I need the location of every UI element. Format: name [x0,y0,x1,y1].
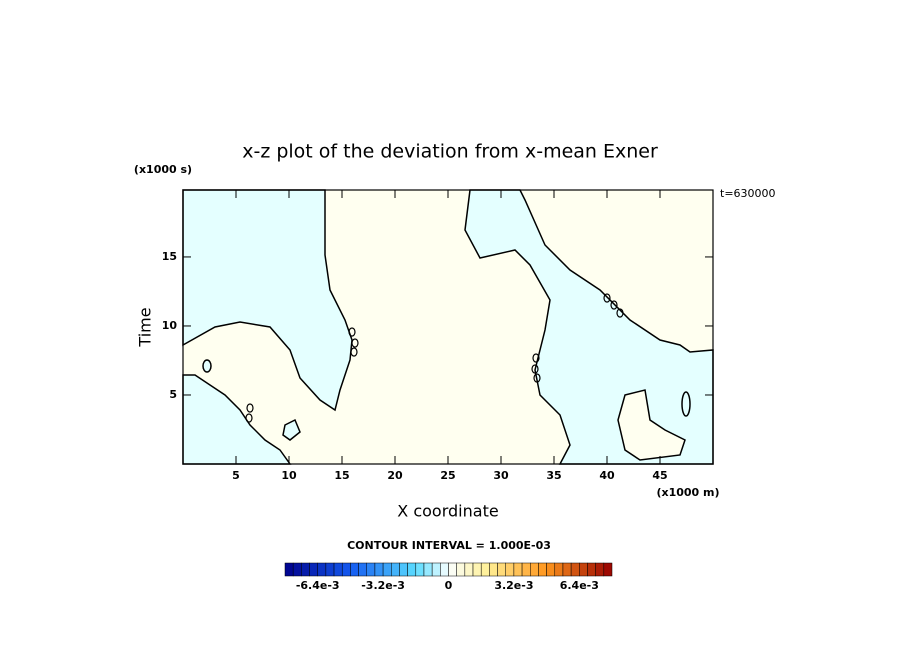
colorbar-tick-label: 3.2e-3 [494,579,533,592]
contour-region [202,359,212,373]
colorbar-cell [431,562,441,577]
y-tick-label: 15 [162,250,177,263]
y-tick-label: 5 [169,388,177,401]
colorbar-cell [350,562,359,577]
contour-region [282,418,301,441]
contour-region [182,189,353,412]
colorbar-cell [382,562,392,577]
colorbar-cell [301,562,310,577]
colorbar-cell [440,562,449,577]
chart-title: x-z plot of the deviation from x-mean Ex… [242,141,658,163]
colorbar-cell [456,562,466,577]
x-tick-label: 40 [599,469,615,482]
colorbar-cell [374,562,384,577]
colorbar-cell [309,562,318,577]
colorbar-tick-label: 6.4e-3 [560,579,599,592]
x-unit: (x1000 m) [656,486,719,499]
colorbar-tick-label: -6.4e-3 [296,579,340,592]
x-tick-label: 10 [281,469,297,482]
x-tick-label: 15 [334,469,349,482]
colorbar-cell [399,562,408,577]
colorbar-cell [554,562,564,577]
colorbar-cell [587,562,596,577]
contour-regions [182,189,714,465]
contour-region [681,391,691,417]
colorbar-tick-label: -3.2e-3 [361,579,405,592]
contour-interval: CONTOUR INTERVAL = 1.000E-03 [347,539,551,552]
colorbar-cell [595,562,605,577]
colorbar-cell [472,562,482,577]
colorbar-cell [391,562,400,577]
x-tick-label: 30 [493,469,509,482]
colorbar-cell [333,562,343,577]
x-axis-label: X coordinate [397,502,498,521]
colorbar-cell [570,562,580,577]
colorbar-cell [448,562,457,577]
y-tick-label: 10 [162,319,178,332]
y-axis-label: Time [136,307,155,347]
colorbar-cell [464,562,474,577]
colorbar-cell [497,562,506,577]
colorbar-cell [480,562,490,577]
colorbar-cell [579,562,588,577]
colorbar-cell [521,562,531,577]
colorbar-cell [505,562,515,577]
colorbar-cell [292,562,302,577]
colorbar-cell [284,562,294,577]
y-unit: (x1000 s) [134,163,192,176]
annotation: t=630000 [720,187,776,200]
colorbar-cell [546,562,556,577]
colorbar-cell [423,562,433,577]
colorbar-cell [325,562,335,577]
colorbar-cell [530,562,539,577]
colorbar-cell [489,562,498,577]
x-tick-label: 45 [652,469,667,482]
colorbar-cell [358,562,368,577]
x-tick-label: 35 [546,469,561,482]
contour-loops [245,293,624,423]
colorbar-cell [538,562,547,577]
x-tick-label: 25 [440,469,455,482]
colorbar-cell [317,562,327,577]
colorbar-cell [603,562,613,577]
colorbar-cell [341,562,351,577]
colorbar-tick-label: 0 [445,579,453,592]
colorbar-cell [513,562,523,577]
contour-region [617,389,686,461]
colorbar-cell [407,562,417,577]
x-tick-label: 20 [387,469,403,482]
colorbar-cell [415,562,425,577]
colorbar-cell [366,562,376,577]
colorbar-cell [562,562,572,577]
x-tick-label: 5 [232,469,240,482]
